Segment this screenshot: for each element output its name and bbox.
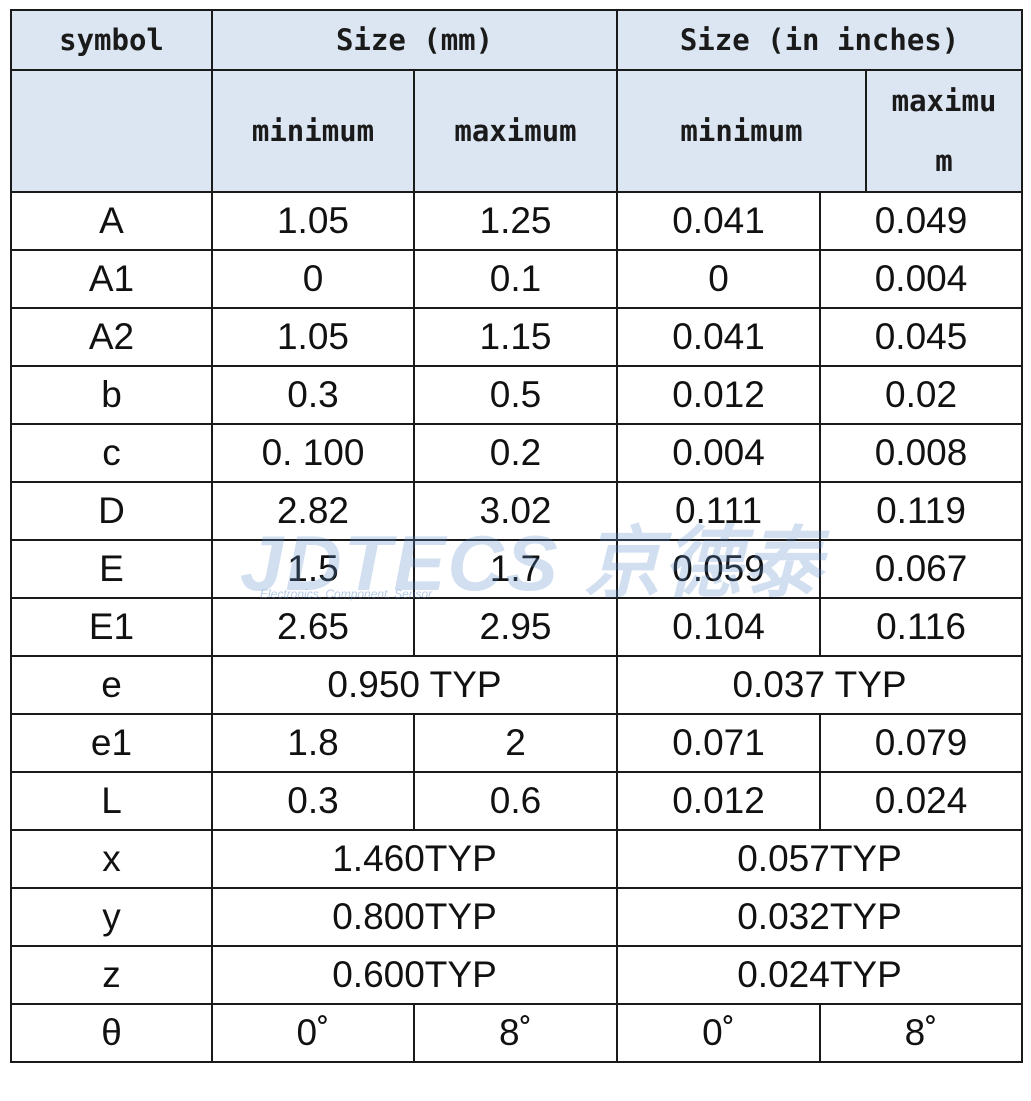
table-body: A 1.05 1.25 0.041 0.049 A1 0 0.1 0 0.004 A2 1.05 1.1… — [10, 191, 1024, 1063]
table-row: c 0. 100 0.2 0.004 0.008 — [10, 423, 1024, 483]
cell-in-minimum: 0.059 — [616, 539, 822, 599]
cell-in-minimum: 0.041 — [616, 307, 822, 367]
cell-mm-typical: 0.950 TYP — [210, 655, 619, 715]
header-blank-cell — [10, 69, 213, 193]
cell-symbol: E — [10, 539, 213, 599]
cell-mm-maximum: 2.95 — [412, 597, 619, 657]
cell-mm-maximum: 2 — [412, 713, 619, 773]
cell-mm-maximum: 3.02 — [412, 481, 619, 541]
cell-in-maximum: 0.079 — [819, 713, 1024, 773]
cell-mm-minimum: 0 — [211, 249, 415, 309]
cell-mm-typical: 1.460TYP — [210, 829, 619, 889]
header-symbol: symbol — [10, 9, 213, 71]
cell-mm-maximum: 0.2 — [412, 423, 619, 483]
table-row: x 1.460TYP 0.057TYP — [10, 829, 1024, 889]
cell-in-maximum: 0.02 — [819, 365, 1024, 425]
cell-symbol: D — [10, 481, 213, 541]
cell-in-typical: 0.037 TYP — [616, 655, 1024, 715]
table-row: z 0.600TYP 0.024TYP — [10, 945, 1024, 1005]
cell-in-minimum: 0.071 — [616, 713, 822, 773]
cell-symbol: L — [10, 771, 213, 831]
cell-symbol: e1 — [10, 713, 213, 773]
header-in-maximum-line2: m — [935, 144, 953, 178]
cell-in-typical: 0.024TYP — [616, 945, 1024, 1005]
cell-in-typical: 0.032TYP — [616, 887, 1024, 947]
cell-in-maximum: 0.024 — [819, 771, 1024, 831]
table-row: E 1.5 1.7 0.059 0.067 — [10, 539, 1024, 599]
header-mm-minimum: minimum — [211, 69, 415, 193]
cell-symbol: y — [10, 887, 213, 947]
cell-mm-maximum: 8˚ — [412, 1003, 619, 1063]
cell-symbol: z — [10, 945, 213, 1005]
header-in-maximum: maximu m — [865, 69, 1024, 193]
cell-in-minimum: 0.111 — [616, 481, 822, 541]
table-row: A2 1.05 1.15 0.041 0.045 — [10, 307, 1024, 367]
cell-mm-minimum: 0.3 — [211, 365, 415, 425]
cell-symbol: A — [10, 191, 213, 251]
cell-symbol: b — [10, 365, 213, 425]
cell-in-maximum: 0.004 — [819, 249, 1024, 309]
cell-in-maximum: 0.008 — [819, 423, 1024, 483]
cell-in-maximum: 0.049 — [819, 191, 1024, 251]
cell-in-minimum: 0.012 — [616, 365, 822, 425]
cell-mm-typical: 0.600TYP — [210, 945, 619, 1005]
cell-mm-minimum: 0.3 — [211, 771, 415, 831]
package-dimension-table: symbol Size (mm) Size (in inches) minimu… — [10, 9, 1024, 1063]
table-row: E1 2.65 2.95 0.104 0.116 — [10, 597, 1024, 657]
cell-mm-maximum: 0.5 — [412, 365, 619, 425]
header-size-inches: Size (in inches) — [616, 9, 1024, 71]
table-row: e 0.950 TYP 0.037 TYP — [10, 655, 1024, 715]
table-row: y 0.800TYP 0.032TYP — [10, 887, 1024, 947]
cell-in-typical: 0.057TYP — [616, 829, 1024, 889]
cell-mm-minimum: 1.8 — [211, 713, 415, 773]
cell-symbol: A2 — [10, 307, 213, 367]
table-row: A 1.05 1.25 0.041 0.049 — [10, 191, 1024, 251]
cell-in-minimum: 0.004 — [616, 423, 822, 483]
header-in-maximum-line1: maximu — [891, 84, 997, 118]
table-row: A1 0 0.1 0 0.004 — [10, 249, 1024, 309]
cell-symbol: θ — [10, 1003, 213, 1063]
cell-mm-minimum: 1.05 — [211, 307, 415, 367]
cell-mm-maximum: 1.7 — [412, 539, 619, 599]
header-size-mm: Size (mm) — [210, 9, 619, 71]
cell-mm-minimum: 2.82 — [211, 481, 415, 541]
cell-symbol: c — [10, 423, 213, 483]
cell-mm-maximum: 0.6 — [412, 771, 619, 831]
cell-in-minimum: 0˚ — [616, 1003, 822, 1063]
cell-in-maximum: 0.116 — [819, 597, 1024, 657]
table-row: D 2.82 3.02 0.111 0.119 — [10, 481, 1024, 541]
cell-mm-minimum: 2.65 — [211, 597, 415, 657]
cell-in-minimum: 0.104 — [616, 597, 822, 657]
cell-in-maximum: 0.119 — [819, 481, 1024, 541]
cell-mm-minimum: 0. 100 — [211, 423, 415, 483]
cell-mm-maximum: 1.25 — [412, 191, 619, 251]
cell-in-minimum: 0 — [616, 249, 822, 309]
table-row: θ 0˚ 8˚ 0˚ 8˚ — [10, 1003, 1024, 1063]
cell-mm-minimum: 1.05 — [211, 191, 415, 251]
table-row: L 0.3 0.6 0.012 0.024 — [10, 771, 1024, 831]
cell-mm-maximum: 1.15 — [412, 307, 619, 367]
cell-in-maximum: 0.045 — [819, 307, 1024, 367]
header-in-minimum: minimum — [616, 69, 868, 193]
cell-mm-minimum: 0˚ — [211, 1003, 415, 1063]
cell-in-maximum: 8˚ — [819, 1003, 1024, 1063]
cell-in-minimum: 0.012 — [616, 771, 822, 831]
header-row-2: minimum maximum minimum maximu m — [10, 69, 1024, 193]
cell-symbol: e — [10, 655, 213, 715]
cell-in-maximum: 0.067 — [819, 539, 1024, 599]
cell-mm-maximum: 0.1 — [412, 249, 619, 309]
cell-mm-typical: 0.800TYP — [210, 887, 619, 947]
cell-symbol: A1 — [10, 249, 213, 309]
header-row-1: symbol Size (mm) Size (in inches) — [10, 9, 1024, 71]
table-row: b 0.3 0.5 0.012 0.02 — [10, 365, 1024, 425]
cell-symbol: x — [10, 829, 213, 889]
dimension-table-container: symbol Size (mm) Size (in inches) minimu… — [10, 9, 1024, 1097]
header-mm-maximum: maximum — [412, 69, 619, 193]
table-row: e1 1.8 2 0.071 0.079 — [10, 713, 1024, 773]
cell-symbol: E1 — [10, 597, 213, 657]
cell-mm-minimum: 1.5 — [211, 539, 415, 599]
cell-in-minimum: 0.041 — [616, 191, 822, 251]
